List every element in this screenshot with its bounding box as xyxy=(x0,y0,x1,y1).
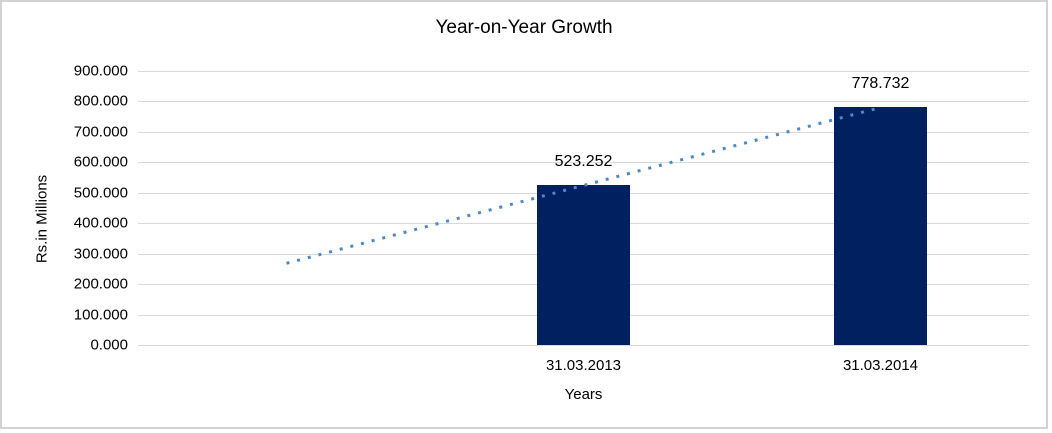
gridline xyxy=(138,345,1029,346)
y-tick-label: 700.000 xyxy=(73,123,128,140)
bar xyxy=(834,107,927,345)
y-tick-label: 100.000 xyxy=(73,306,128,323)
bar-data-label: 523.252 xyxy=(554,153,613,171)
y-tick-label: 500.000 xyxy=(73,184,128,201)
y-tick-label: 300.000 xyxy=(73,245,128,262)
gridline xyxy=(138,101,1029,102)
y-tick-label: 600.000 xyxy=(73,153,128,171)
gridline xyxy=(138,70,1029,72)
x-axis-title: Years xyxy=(564,386,603,403)
bar-data-label: 778.732 xyxy=(851,75,910,93)
bar xyxy=(537,185,630,345)
x-tick-label: 31.03.2013 xyxy=(545,357,622,374)
chart-title: Year-on-Year Growth xyxy=(435,17,613,38)
y-tick-label: 900.000 xyxy=(73,62,128,79)
x-tick-label: 31.03.2014 xyxy=(842,357,919,374)
y-tick-label: 400.000 xyxy=(73,214,128,232)
y-tick-label: 200.000 xyxy=(73,275,128,293)
y-tick-label: 800.000 xyxy=(73,92,128,110)
y-tick-label: 0.000 xyxy=(90,336,128,354)
